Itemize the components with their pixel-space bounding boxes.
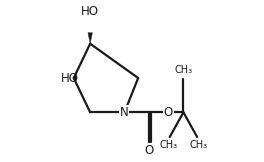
- Text: CH₃: CH₃: [190, 140, 208, 150]
- Text: O: O: [164, 106, 173, 119]
- Text: N: N: [120, 106, 129, 119]
- Polygon shape: [88, 33, 92, 44]
- Text: HO: HO: [61, 71, 79, 85]
- Text: O: O: [144, 144, 154, 157]
- Text: HO: HO: [81, 5, 99, 18]
- Text: CH₃: CH₃: [174, 65, 192, 75]
- Text: CH₃: CH₃: [159, 140, 177, 150]
